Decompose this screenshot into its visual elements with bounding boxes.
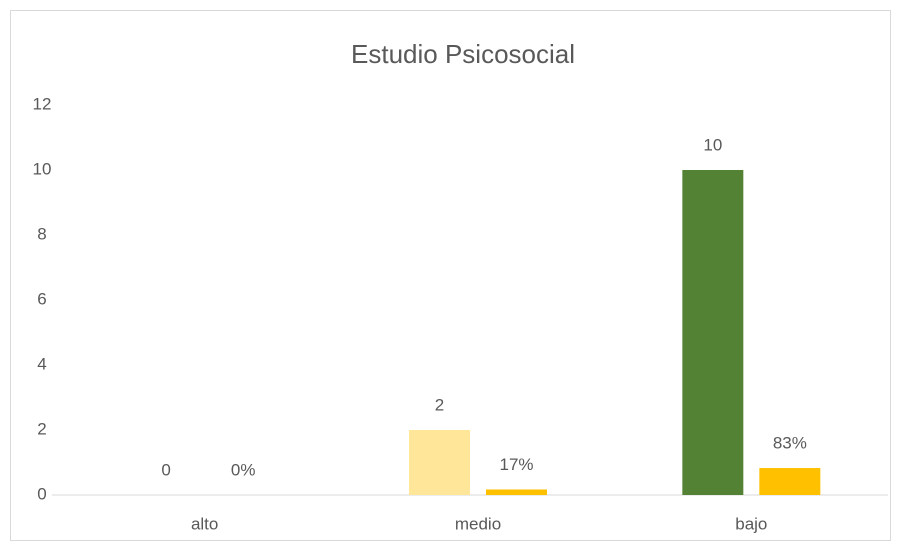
y-tick-label: 12 — [33, 94, 52, 113]
data-label: 0 — [161, 460, 170, 479]
x-tick-label: medio — [455, 514, 501, 533]
data-label: 2 — [435, 395, 444, 414]
y-tick-label: 2 — [37, 419, 46, 438]
bar — [682, 170, 744, 495]
bar — [759, 468, 821, 495]
data-label: 10 — [703, 135, 722, 154]
y-tick-label: 6 — [37, 289, 46, 308]
x-tick-label: alto — [191, 514, 218, 533]
bar — [409, 430, 470, 495]
y-tick-label: 8 — [37, 224, 46, 243]
data-label: 83% — [773, 434, 807, 453]
chart-title: Estudio Psicosocial — [351, 39, 575, 69]
data-label: 0% — [231, 460, 256, 479]
data-label: 17% — [499, 455, 533, 474]
y-tick-label: 0 — [37, 484, 46, 503]
y-tick-label: 10 — [33, 159, 52, 178]
bar — [486, 489, 547, 495]
x-tick-label: bajo — [735, 514, 767, 533]
y-tick-label: 4 — [37, 354, 46, 373]
